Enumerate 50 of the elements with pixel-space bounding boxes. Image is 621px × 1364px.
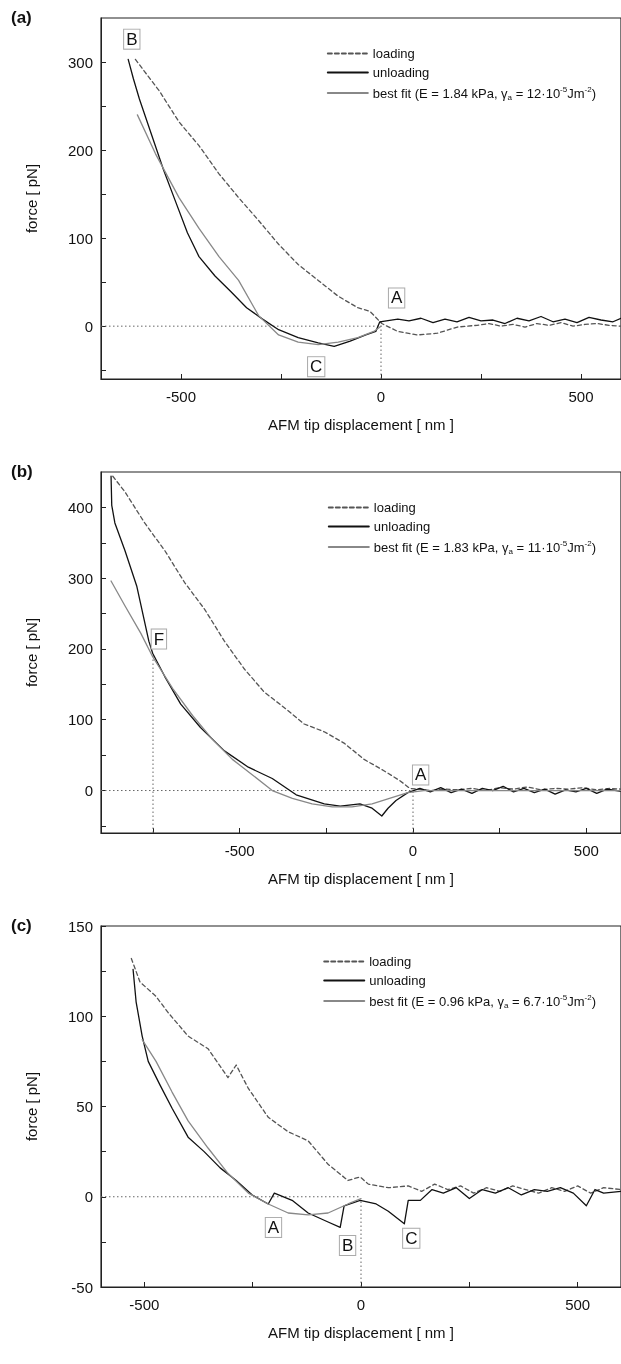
line-series <box>110 580 621 808</box>
y-tick-label: 0 <box>84 782 93 800</box>
x-axis-title: AFM tip displacement [ nm ] <box>268 1324 454 1341</box>
legend-label: loading <box>372 46 415 61</box>
y-tick-label: 150 <box>67 917 93 935</box>
legend-label: unloading <box>369 973 426 988</box>
line-series <box>130 957 621 1194</box>
legend-label: unloading <box>373 519 431 534</box>
y-tick-label: 100 <box>67 229 93 247</box>
x-tick-label: -500 <box>224 842 255 859</box>
line-series <box>141 1039 362 1216</box>
y-tick-label: 100 <box>67 1007 93 1025</box>
y-tick-label: 50 <box>76 1098 93 1115</box>
annotation: F <box>153 629 165 649</box>
line-series <box>136 114 382 346</box>
y-tick-label: -50 <box>71 1278 93 1296</box>
x-tick-label: -500 <box>129 1296 160 1313</box>
y-axis-title: force [ pN] <box>23 1071 40 1142</box>
y-tick-label: 0 <box>84 317 93 335</box>
x-tick-label: 0 <box>376 388 386 405</box>
x-tick-label: 500 <box>573 842 599 859</box>
y-tick-label: 300 <box>67 569 93 587</box>
x-tick-label: 0 <box>356 1296 366 1313</box>
legend-label: loading <box>369 954 412 969</box>
chart-title: (b) <box>11 462 33 481</box>
annotation: B <box>126 29 138 49</box>
y-tick-label: 0 <box>84 1188 93 1206</box>
y-axis-title: force [ pN] <box>23 617 40 688</box>
y-tick-label: 200 <box>67 141 93 159</box>
x-axis-title: AFM tip displacement [ nm ] <box>268 416 454 433</box>
y-tick-label: 400 <box>67 498 93 516</box>
annotation: A <box>414 765 427 785</box>
annotation: C <box>405 1228 418 1248</box>
x-axis-title: AFM tip displacement [ nm ] <box>268 870 454 887</box>
x-tick-label: 500 <box>568 388 594 405</box>
annotation: C <box>310 357 323 377</box>
annotation: A <box>267 1217 280 1237</box>
annotation: B <box>341 1235 354 1255</box>
legend-label: loading <box>373 500 416 515</box>
x-tick-label: 0 <box>408 842 418 859</box>
y-tick-label: 300 <box>67 53 93 71</box>
legend-label: unloading <box>372 65 430 80</box>
x-tick-label: 500 <box>565 1296 591 1313</box>
y-tick-label: 100 <box>67 711 93 729</box>
annotation: A <box>390 288 403 308</box>
y-tick-label: 200 <box>67 640 93 658</box>
x-tick-label: -500 <box>165 388 197 405</box>
chart-title: (a) <box>11 8 32 27</box>
chart-title: (c) <box>11 916 32 935</box>
y-axis-title: force [ pN] <box>23 163 40 234</box>
